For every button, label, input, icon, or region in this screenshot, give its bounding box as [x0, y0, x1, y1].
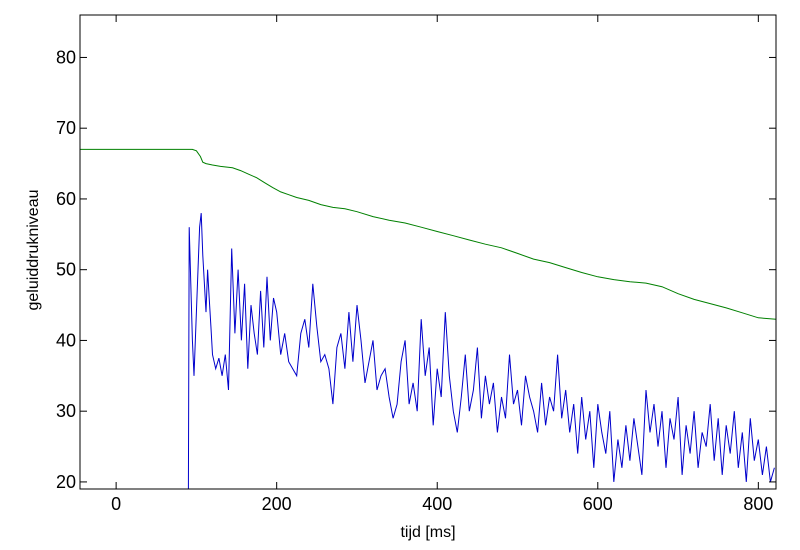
axes-layer	[79, 14, 777, 490]
y-tick-label: 20	[56, 472, 76, 492]
x-tick-label: 200	[262, 494, 292, 514]
axes-box	[79, 14, 777, 490]
series-line-2	[187, 213, 775, 489]
x-tick-label: 800	[743, 494, 773, 514]
plot-area	[80, 15, 776, 489]
y-axis-label: geluiddrukniveau	[25, 190, 42, 311]
y-tick-label: 40	[56, 330, 76, 350]
series-layer	[80, 148, 776, 489]
plot-background	[80, 15, 776, 489]
ticks-layer: 0 200 400 600 800 20 30 40 50 60 70 80	[56, 15, 776, 514]
x-tick-label: 400	[422, 494, 452, 514]
x-tick-label: 600	[583, 494, 613, 514]
y-tick-label: 80	[56, 47, 76, 67]
x-axis-label: tijd [ms]	[400, 524, 455, 541]
y-tick-label: 50	[56, 260, 76, 280]
y-tick-label: 70	[56, 118, 76, 138]
series-line-1	[80, 148, 776, 320]
y-tick-label: 30	[56, 401, 76, 421]
y-tick-label: 60	[56, 189, 76, 209]
x-tick-label: 0	[111, 494, 121, 514]
